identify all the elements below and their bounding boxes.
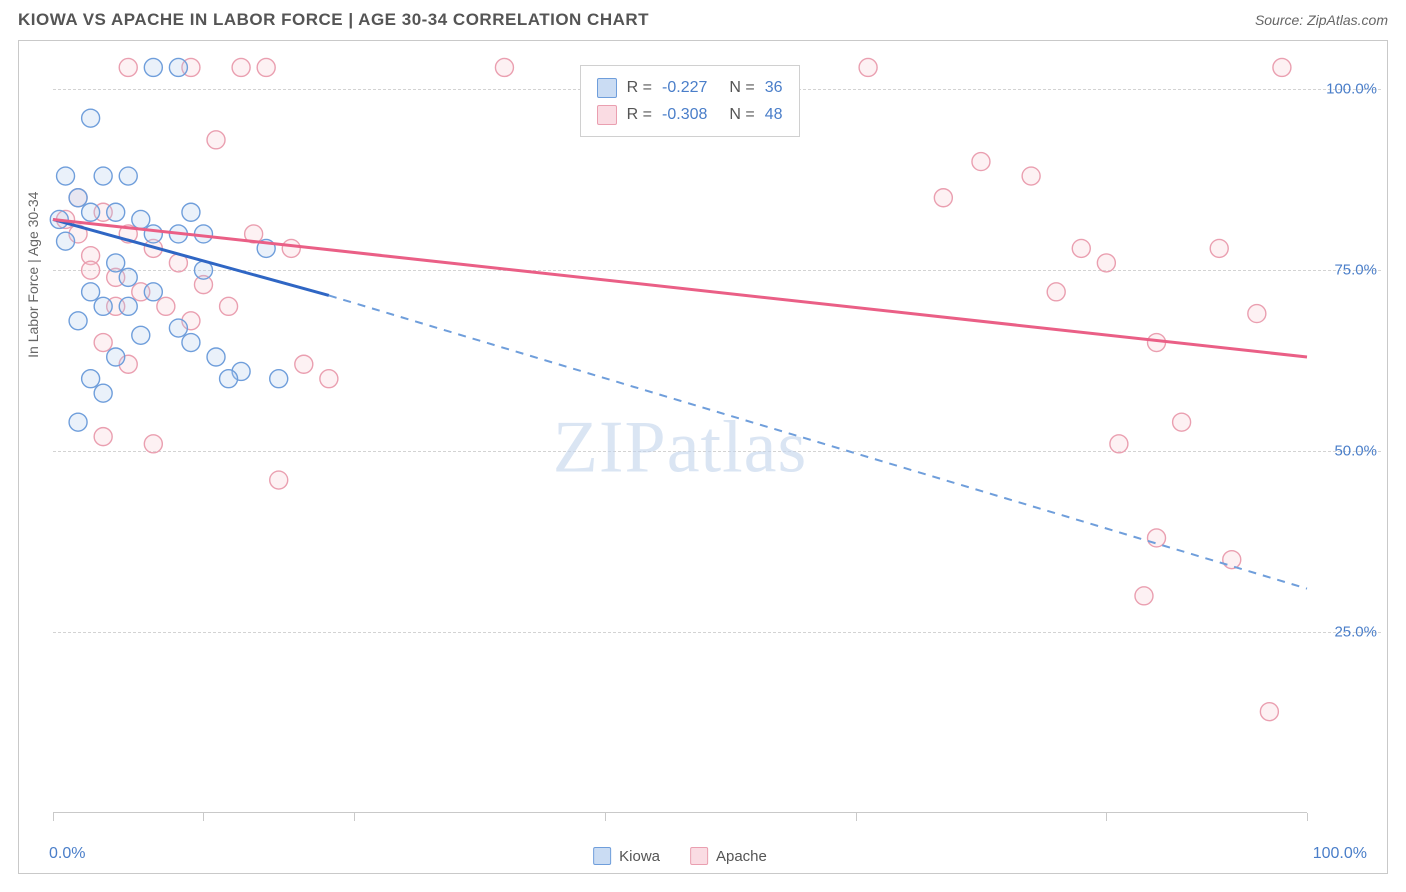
legend-swatch-kiowa	[593, 847, 611, 865]
plot-area: In Labor Force | Age 30-34 25.0%50.0%75.…	[53, 53, 1307, 813]
stats-r-value-apache: -0.308	[662, 101, 707, 128]
stats-n-label: N =	[729, 101, 754, 128]
stats-n-value-kiowa: 36	[765, 74, 783, 101]
chart-title: KIOWA VS APACHE IN LABOR FORCE | AGE 30-…	[18, 10, 649, 30]
scatter-plot-svg	[53, 53, 1307, 813]
x-axis-max-label: 100.0%	[1313, 845, 1367, 863]
legend-item-apache: Apache	[690, 847, 767, 865]
chart-container: In Labor Force | Age 30-34 25.0%50.0%75.…	[18, 40, 1388, 874]
x-axis-min-label: 0.0%	[49, 845, 85, 863]
legend-label-apache: Apache	[716, 848, 767, 865]
legend-label-kiowa: Kiowa	[619, 848, 660, 865]
stats-swatch-kiowa	[597, 78, 617, 98]
legend-swatch-apache	[690, 847, 708, 865]
source-label: Source: ZipAtlas.com	[1255, 12, 1388, 28]
legend: Kiowa Apache	[593, 847, 767, 865]
x-axis	[53, 812, 1307, 813]
stats-row-kiowa: R = -0.227 N = 36	[597, 74, 783, 101]
stats-r-label: R =	[627, 74, 652, 101]
correlation-stats-box: R = -0.227 N = 36 R = -0.308 N = 48	[580, 65, 800, 137]
stats-n-label: N =	[729, 74, 754, 101]
stats-r-value-kiowa: -0.227	[662, 74, 707, 101]
legend-item-kiowa: Kiowa	[593, 847, 660, 865]
stats-swatch-apache	[597, 105, 617, 125]
stats-r-label: R =	[627, 101, 652, 128]
y-axis-label: In Labor Force | Age 30-34	[25, 192, 41, 358]
stats-n-value-apache: 48	[765, 101, 783, 128]
stats-row-apache: R = -0.308 N = 48	[597, 101, 783, 128]
chart-header: KIOWA VS APACHE IN LABOR FORCE | AGE 30-…	[0, 0, 1406, 36]
